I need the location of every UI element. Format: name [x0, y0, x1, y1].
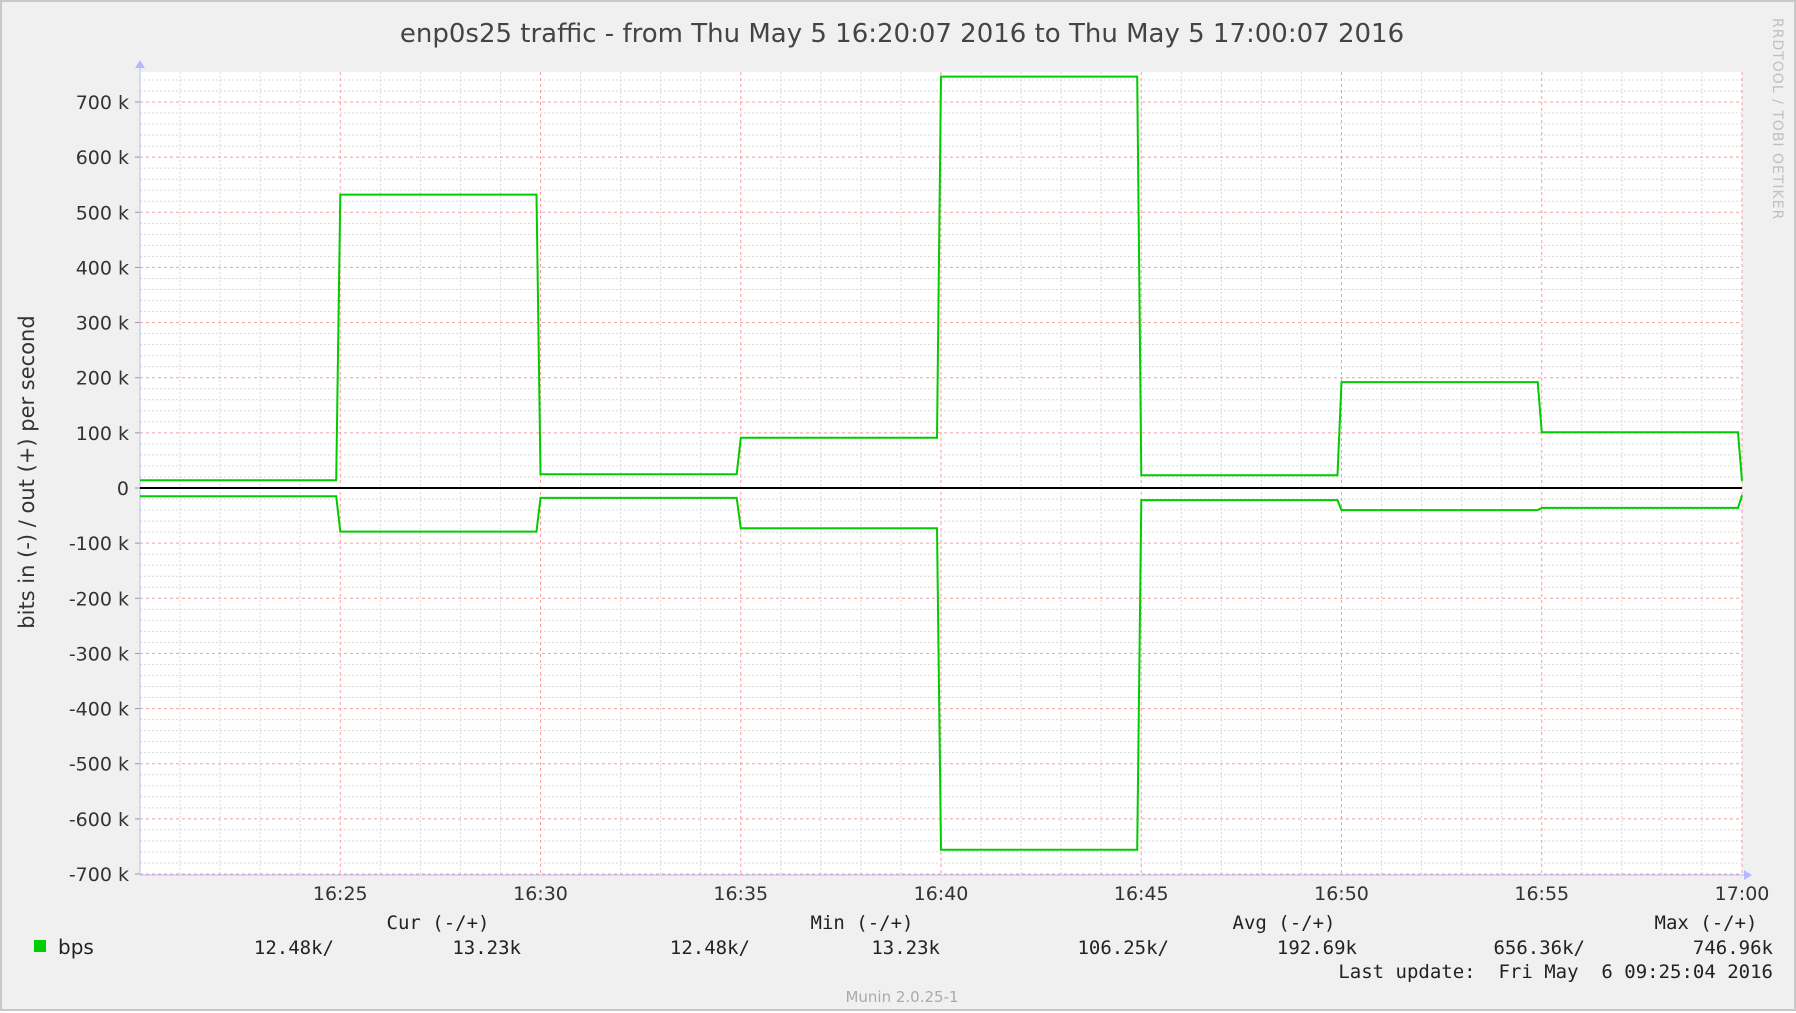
legend-cur-out: 13.23k	[452, 937, 521, 959]
y-tick-label: 0	[117, 478, 129, 500]
y-tick-label: -100 k	[69, 533, 129, 555]
y-tick-label: 600 k	[76, 147, 129, 169]
legend-header-min: Min (-/+)	[811, 912, 914, 934]
x-tick-label: 16:25	[313, 883, 368, 905]
legend-min-in: 12.48k/	[670, 937, 750, 959]
series-line-out	[140, 75, 1743, 482]
legend-max-out: 746.96k	[1693, 937, 1774, 959]
x-tick-label: 16:35	[713, 883, 768, 905]
x-tick-label: 17:00	[1715, 883, 1770, 905]
y-tick-label: 100 k	[76, 423, 129, 445]
y-tick-label: 500 k	[76, 202, 129, 224]
y-tick-label: -600 k	[69, 809, 129, 831]
legend-label-bps: bps	[58, 935, 94, 959]
x-tick-label: 16:30	[513, 883, 568, 905]
axis-ticks: 700 k 600 k 500 k 400 k 300 k 200 k 100 k 0 -100…	[69, 60, 1770, 905]
legend-header-max: Max (-/+)	[1655, 912, 1758, 934]
y-tick-label: -400 k	[69, 699, 129, 721]
munin-version: Munin 2.0.25-1	[845, 988, 958, 1006]
legend-header-cur: Cur (-/+)	[387, 912, 490, 934]
x-tick-label: 16:40	[914, 883, 969, 905]
last-update-text: Last update: Fri May 6 09:25:04 2016	[1338, 961, 1773, 983]
chart-title: enp0s25 traffic - from Thu May 5 16:20:0…	[400, 19, 1404, 49]
x-axis-arrow	[1744, 870, 1752, 880]
legend-avg-in: 106.25k/	[1077, 937, 1169, 959]
legend-cur-in: 12.48k/	[254, 937, 334, 959]
y-tick-label: 200 k	[76, 368, 129, 390]
x-tick-label: 16:50	[1314, 883, 1369, 905]
y-axis-label: bits in (-) / out (+) per second	[15, 315, 39, 628]
y-axis-arrow	[135, 60, 145, 68]
legend-min-out: 13.23k	[871, 937, 940, 959]
y-tick-label: -300 k	[69, 643, 129, 665]
y-tick-label: -200 k	[69, 588, 129, 610]
series	[140, 75, 1743, 851]
y-tick-label: -500 k	[69, 754, 129, 776]
legend: Cur (-/+) Min (-/+) Avg (-/+) Max (-/+) …	[34, 912, 1774, 983]
x-tick-label: 16:55	[1514, 883, 1569, 905]
y-tick-label: 400 k	[76, 257, 129, 279]
rrdtool-watermark: RRDTOOL / TOBI OETIKER	[1769, 18, 1785, 220]
legend-swatch-bps	[34, 940, 46, 952]
series-line-in	[140, 494, 1743, 851]
y-tick-label: 300 k	[76, 313, 129, 335]
legend-max-in: 656.36k/	[1493, 937, 1585, 959]
x-tick-label: 16:45	[1114, 883, 1169, 905]
legend-header-avg: Avg (-/+)	[1233, 912, 1336, 934]
y-tick-label: -700 k	[69, 864, 129, 886]
y-tick-label: 700 k	[76, 92, 129, 114]
legend-avg-out: 192.69k	[1277, 937, 1358, 959]
